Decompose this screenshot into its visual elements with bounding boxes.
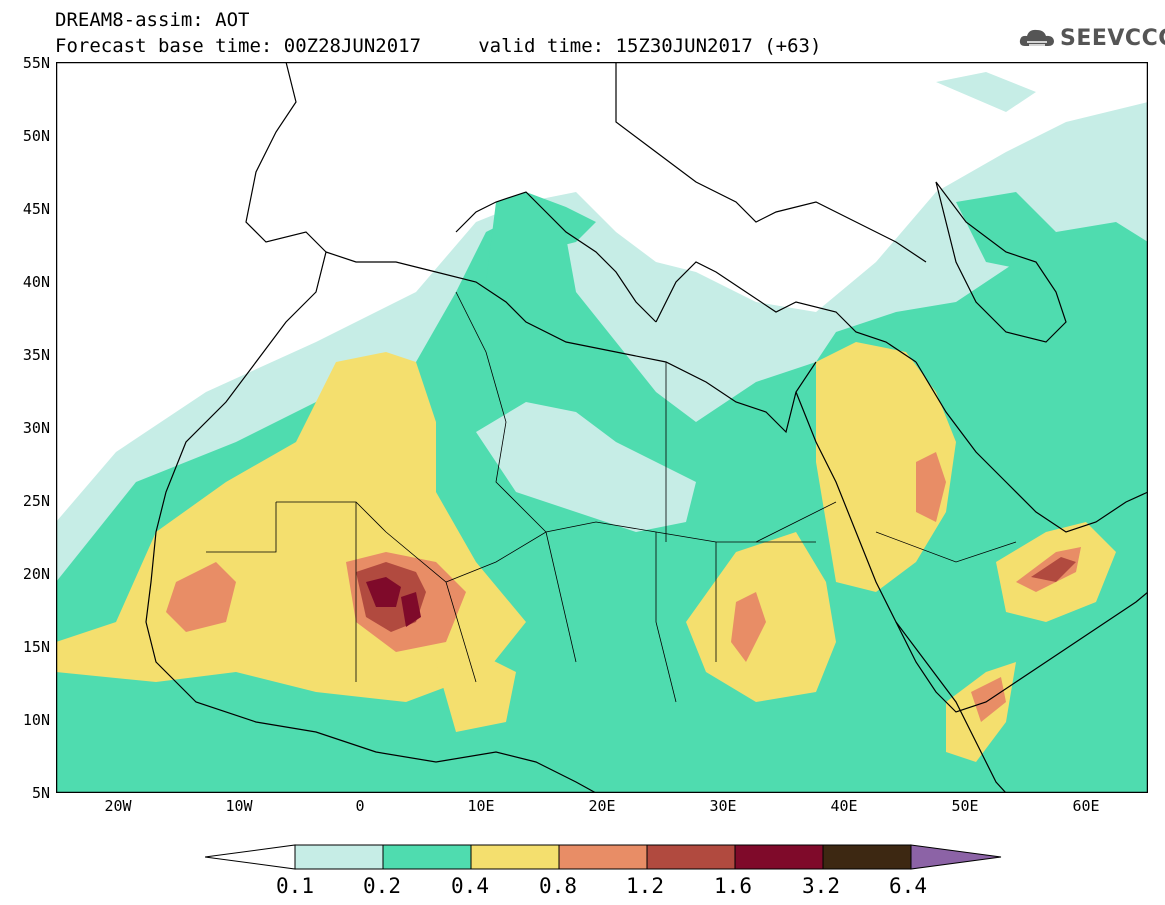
y-tick-label: 10N (22, 711, 50, 729)
aot-band-0.8-somalia (971, 677, 1006, 722)
x-tick-label: 30E (709, 797, 737, 815)
aot-band-0.8-arabia (916, 452, 946, 522)
y-tick-label: 45N (22, 200, 50, 218)
colorbar-label: 0.2 (363, 874, 401, 898)
chart-subtitle: Forecast base time: 00Z28JUN2017 valid t… (55, 35, 822, 57)
colorbar-label: 0.4 (451, 874, 489, 898)
y-tick-label: 55N (22, 54, 50, 72)
y-tick-label: 15N (22, 638, 50, 656)
y-tick-label: 25N (22, 492, 50, 510)
aot-band-0.2-caspian (956, 192, 1056, 272)
colorbar-label: 0.1 (276, 874, 314, 898)
aot-map (56, 62, 1148, 793)
x-tick-label: 10E (467, 797, 495, 815)
colorbar-swatch (734, 844, 824, 870)
colorbar-label: 6.4 (889, 874, 927, 898)
aot-band-0.1-b (936, 72, 1036, 112)
x-tick-label: 60E (1072, 797, 1100, 815)
colorbar-swatch (822, 844, 912, 870)
colorbar-swatch (205, 844, 296, 870)
colorbar-swatch (910, 844, 1002, 870)
colorbar-label: 3.2 (802, 874, 840, 898)
aot-band-0.1-libya (476, 402, 696, 532)
map-frame (56, 62, 1148, 793)
x-tick-label: 50E (951, 797, 979, 815)
aot-band-0.4-nigeria (436, 652, 516, 732)
y-tick-label: 20N (22, 565, 50, 583)
aot-band-0.4-arabia (816, 342, 956, 592)
y-tick-label: 50N (22, 127, 50, 145)
x-tick-label: 0 (355, 797, 365, 815)
logo-text: SEEVCCC (1060, 26, 1165, 51)
colorbar-swatch (382, 844, 472, 870)
x-tick-label: 40E (830, 797, 858, 815)
chart-title: DREAM8-assim: AOT (55, 9, 250, 31)
colorbar-label: 1.2 (626, 874, 664, 898)
borders (206, 291, 1017, 703)
aot-band-0.8-sudan (731, 592, 766, 662)
x-tick-label: 10W (225, 797, 253, 815)
y-tick-label: 40N (22, 273, 50, 291)
aot-colorbar (205, 844, 1002, 870)
y-tick-label: 35N (22, 346, 50, 364)
x-tick-label: 20W (104, 797, 132, 815)
colorbar-swatch (646, 844, 736, 870)
colorbar-label: 1.6 (714, 874, 752, 898)
aot-band-0.8-mauritania (166, 562, 236, 632)
aot-band-0.2-north (486, 192, 596, 292)
colorbar-swatch (294, 844, 384, 870)
cloud-logo-icon (1019, 29, 1054, 46)
coastlines (145, 62, 1148, 793)
colorbar-swatch (470, 844, 560, 870)
aot-field (56, 72, 1148, 793)
aot-band-1.2-oman (1031, 557, 1076, 582)
aot-band-1.6-niger-b (401, 592, 421, 627)
y-tick-label: 5N (31, 784, 50, 802)
colorbar-label: 0.8 (539, 874, 577, 898)
x-tick-label: 20E (588, 797, 616, 815)
colorbar-swatch (558, 844, 648, 870)
y-tick-label: 30N (22, 419, 50, 437)
aot-band-1.6-niger (366, 577, 401, 607)
